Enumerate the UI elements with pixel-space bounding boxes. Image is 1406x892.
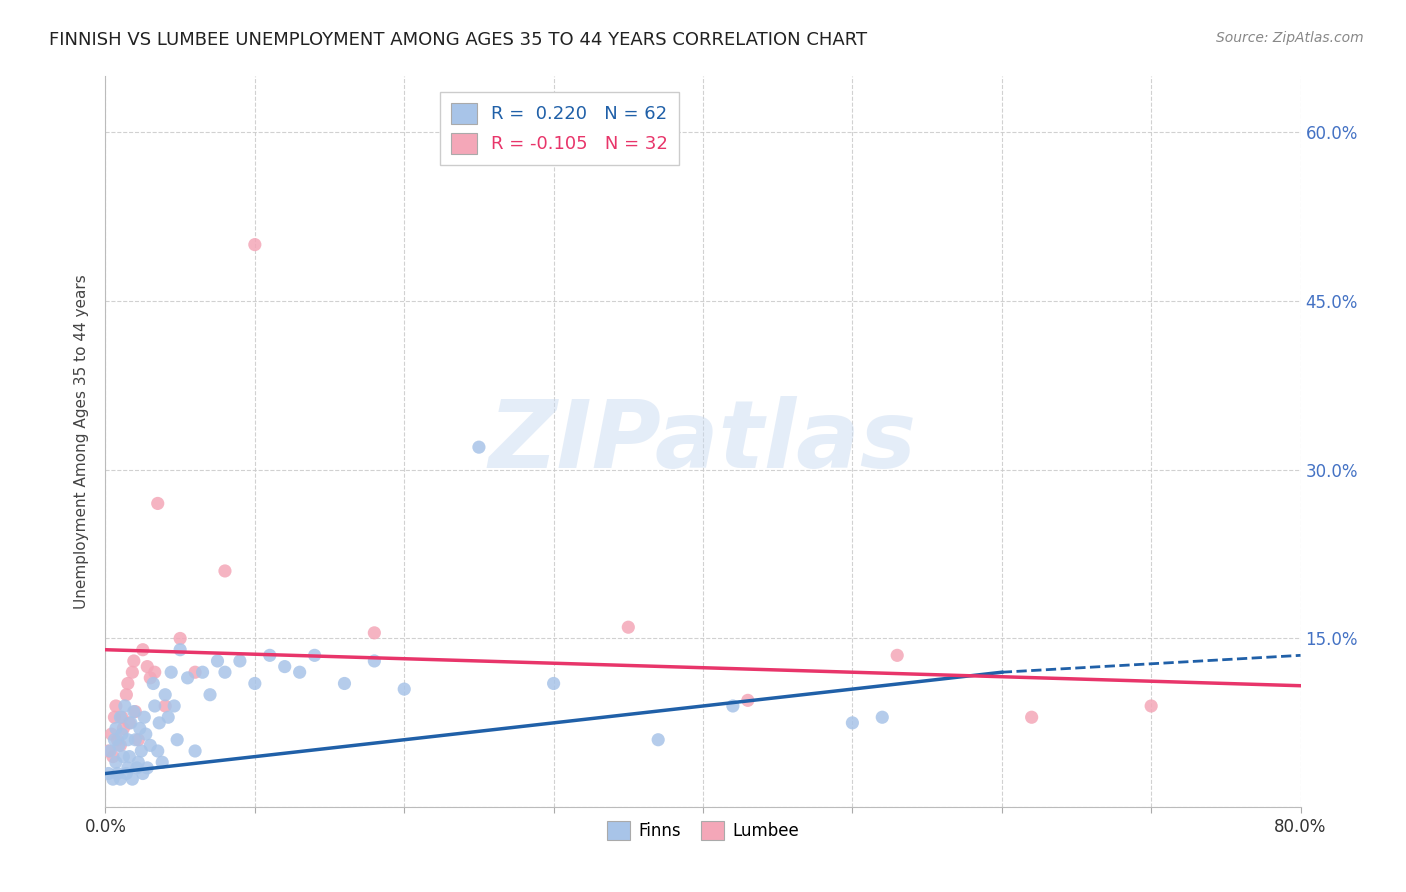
Point <box>115 766 138 780</box>
Point <box>127 756 149 770</box>
Point <box>114 698 136 713</box>
Point <box>176 671 198 685</box>
Text: ZIPatlas: ZIPatlas <box>489 395 917 488</box>
Text: FINNISH VS LUMBEE UNEMPLOYMENT AMONG AGES 35 TO 44 YEARS CORRELATION CHART: FINNISH VS LUMBEE UNEMPLOYMENT AMONG AGE… <box>49 31 868 49</box>
Point <box>207 654 229 668</box>
Point <box>198 688 221 702</box>
Point <box>103 710 125 724</box>
Point <box>143 665 166 680</box>
Point <box>136 659 159 673</box>
Point <box>111 710 134 724</box>
Point <box>150 756 173 770</box>
Point <box>127 732 149 747</box>
Point <box>120 715 142 730</box>
Point <box>155 698 177 713</box>
Point <box>139 739 162 753</box>
Point <box>160 665 183 680</box>
Point <box>118 749 141 764</box>
Point <box>259 648 281 663</box>
Point <box>142 676 165 690</box>
Point <box>98 744 121 758</box>
Point <box>107 732 129 747</box>
Point <box>135 727 157 741</box>
Point <box>617 620 640 634</box>
Point <box>104 756 127 770</box>
Point <box>363 625 385 640</box>
Point <box>107 766 129 780</box>
Point <box>132 766 155 780</box>
Point <box>143 698 166 713</box>
Point <box>721 698 744 713</box>
Point <box>886 648 908 663</box>
Point <box>363 654 385 668</box>
Point <box>129 744 153 758</box>
Point <box>101 772 124 786</box>
Point <box>468 440 491 454</box>
Point <box>543 676 565 690</box>
Point <box>112 722 135 736</box>
Point <box>112 749 135 764</box>
Point <box>737 693 759 707</box>
Point <box>117 761 139 775</box>
Point <box>243 676 266 690</box>
Point <box>97 766 120 780</box>
Point <box>115 688 138 702</box>
Point <box>169 642 191 657</box>
Point <box>191 665 214 680</box>
Point <box>163 698 186 713</box>
Point <box>134 710 156 724</box>
Point <box>110 710 132 724</box>
Point <box>184 665 207 680</box>
Point <box>136 761 159 775</box>
Point <box>125 761 148 775</box>
Point <box>108 739 131 753</box>
Point <box>122 654 145 668</box>
Point <box>111 727 134 741</box>
Point <box>214 564 236 578</box>
Point <box>104 698 127 713</box>
Point <box>872 710 894 724</box>
Point <box>139 671 162 685</box>
Point <box>169 632 191 646</box>
Point <box>157 710 180 724</box>
Point <box>243 237 266 252</box>
Point <box>229 654 252 668</box>
Point <box>166 732 188 747</box>
Text: Source: ZipAtlas.com: Source: ZipAtlas.com <box>1216 31 1364 45</box>
Point <box>146 496 169 510</box>
Legend: Finns, Lumbee: Finns, Lumbee <box>600 814 806 847</box>
Point <box>117 732 139 747</box>
Point <box>214 665 236 680</box>
Point <box>124 732 146 747</box>
Point <box>1140 698 1163 713</box>
Point <box>132 642 155 657</box>
Point <box>288 665 311 680</box>
Point <box>304 648 326 663</box>
Point <box>122 705 145 719</box>
Point <box>110 739 132 753</box>
Point <box>118 715 141 730</box>
Point <box>155 688 177 702</box>
Y-axis label: Unemployment Among Ages 35 to 44 years: Unemployment Among Ages 35 to 44 years <box>75 274 90 609</box>
Point <box>121 665 143 680</box>
Point <box>121 772 143 786</box>
Point <box>128 722 150 736</box>
Point <box>1021 710 1043 724</box>
Point <box>148 715 170 730</box>
Point <box>97 744 120 758</box>
Point <box>273 659 295 673</box>
Point <box>146 744 169 758</box>
Point <box>184 744 207 758</box>
Point <box>110 772 132 786</box>
Point <box>101 749 124 764</box>
Point <box>104 722 127 736</box>
Point <box>124 705 146 719</box>
Point <box>100 727 122 741</box>
Point <box>117 676 139 690</box>
Point <box>841 715 863 730</box>
Point <box>333 676 356 690</box>
Point <box>103 732 125 747</box>
Point <box>394 682 416 697</box>
Point <box>647 732 669 747</box>
